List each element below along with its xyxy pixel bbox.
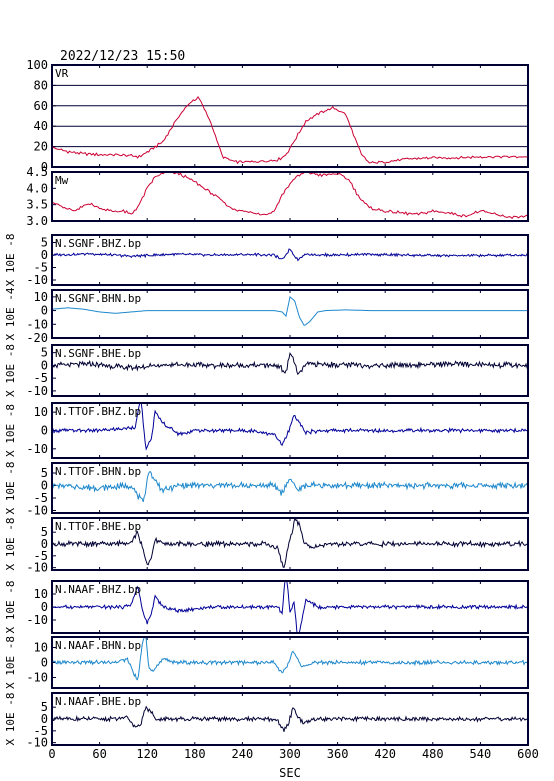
panel-frame (51, 462, 529, 514)
panel-frame (51, 289, 529, 339)
y-tick-label: 5 (41, 525, 48, 539)
series-line-n-ttof-bhz-bp (52, 403, 528, 451)
y-tick-label: 10 (34, 405, 48, 419)
panel-label: N.TTOF.BHZ.bp (55, 405, 141, 418)
y-tick-label: 0 (41, 537, 48, 551)
panel-frame (51, 64, 529, 168)
panel-label: N.SGNF.BHE.bp (55, 347, 141, 360)
y-tick-label: 10 (34, 290, 48, 304)
x-tick-label: 180 (184, 747, 206, 761)
y-tick-label: -10 (26, 317, 48, 331)
panel-frame (51, 580, 529, 634)
y-tick-label: 40 (34, 119, 48, 133)
y-tick-label: -5 (34, 371, 48, 385)
y-axis-unit-label: X 10E -8 (4, 636, 17, 689)
panel-label: VR (55, 67, 69, 80)
x-tick-label: 60 (92, 747, 106, 761)
y-tick-label: 3.5 (26, 198, 48, 212)
y-tick-label: -5 (34, 549, 48, 563)
panel-label: N.TTOF.BHE.bp (55, 520, 141, 533)
y-axis-unit-label: X 10E -8 (4, 581, 17, 634)
y-tick-label: -10 (26, 671, 48, 685)
y-tick-label: 10 (34, 587, 48, 601)
y-tick-label: 0 (41, 304, 48, 318)
y-tick-label: -5 (34, 491, 48, 505)
y-tick-label: 5 (41, 700, 48, 714)
y-tick-label: 10 (34, 641, 48, 655)
panel-frame (51, 402, 529, 459)
y-tick-label: -10 (26, 561, 48, 575)
x-tick-label: 480 (422, 747, 444, 761)
series-line-n-ttof-bhn-bp (52, 470, 528, 503)
x-tick-label: 360 (327, 747, 349, 761)
y-tick-label: 5 (41, 346, 48, 360)
y-tick-label: 60 (34, 99, 48, 113)
panel-frame (51, 692, 529, 746)
y-tick-label: 20 (34, 140, 48, 154)
panel-label: N.NAAF.BHZ.bp (55, 583, 141, 596)
y-tick-label: -5 (34, 724, 48, 738)
x-tick-label: 120 (136, 747, 158, 761)
y-tick-label: 0 (41, 600, 48, 614)
y-tick-label: 0 (41, 479, 48, 493)
series-line-n-sgnf-bhn-bp (52, 296, 528, 326)
x-axis-label: SEC (279, 766, 301, 780)
panel-frame (51, 171, 529, 222)
y-tick-label: 0 (41, 424, 48, 438)
y-tick-label: 0 (41, 358, 48, 372)
y-tick-label: 0 (41, 712, 48, 726)
y-tick-label: 0 (41, 160, 48, 174)
series-line-vr (52, 95, 528, 165)
panel-label: N.SGNF.BHZ.bp (55, 237, 141, 250)
y-tick-label: 5 (41, 466, 48, 480)
panel-label: N.NAAF.BHN.bp (55, 639, 141, 652)
y-tick-label: -5 (34, 261, 48, 275)
panel-label: N.TTOF.BHN.bp (55, 465, 141, 478)
series-line-n-sgnf-bhe-bp (52, 352, 528, 376)
y-axis-unit-label: X 10E -8 (4, 518, 17, 571)
panel-frame (51, 344, 529, 397)
y-tick-label: 5 (41, 236, 48, 250)
series-line-mw (52, 172, 528, 220)
y-tick-label: -10 (26, 736, 48, 750)
y-tick-label: -10 (26, 504, 48, 518)
x-tick-label: 300 (279, 747, 301, 761)
y-axis-unit-label: X 10E -8 (4, 344, 17, 397)
y-tick-label: 80 (34, 78, 48, 92)
y-tick-label: -10 (26, 613, 48, 627)
y-tick-label: 100 (26, 58, 48, 72)
y-tick-label: -20 (26, 331, 48, 345)
x-tick-label: 540 (470, 747, 492, 761)
y-axis-unit-label: X 10E -8 (4, 404, 17, 457)
panel-label: N.SGNF.BHN.bp (55, 292, 141, 305)
panel-frame (51, 517, 529, 571)
x-tick-label: 600 (517, 747, 539, 761)
y-tick-label: -10 (26, 442, 48, 456)
y-tick-label: 4.5 (26, 165, 48, 179)
panel-frame (51, 636, 529, 689)
x-tick-label: 0 (48, 747, 55, 761)
series-line-n-sgnf-bhz-bp (52, 248, 528, 262)
y-tick-label: 4.0 (26, 181, 48, 195)
x-tick-label: 420 (374, 747, 396, 761)
y-tick-label: 0 (41, 656, 48, 670)
y-tick-label: -10 (26, 384, 48, 398)
y-axis-unit-label: X 10E -4 (4, 287, 17, 340)
y-tick-label: 0 (41, 248, 48, 262)
series-line-n-naaf-bhz-bp (52, 581, 528, 633)
page-title: 2022/12/23 15:50 (60, 49, 186, 64)
x-tick-label: 240 (232, 747, 254, 761)
y-axis-unit-label: X 10E -8 (4, 462, 17, 515)
y-axis-unit-label: X 10E -8 (4, 693, 17, 746)
y-tick-label: -10 (26, 273, 48, 287)
panel-frame (51, 234, 529, 286)
y-tick-label: 3.0 (26, 214, 48, 228)
series-line-n-naaf-bhn-bp (52, 637, 528, 681)
y-axis-unit-label: X 10E -8 (4, 234, 17, 287)
panel-label: N.NAAF.BHE.bp (55, 695, 141, 708)
series-line-n-ttof-bhe-bp (52, 518, 528, 569)
series-line-n-naaf-bhe-bp (52, 705, 528, 732)
panel-label: Mw (55, 174, 69, 187)
